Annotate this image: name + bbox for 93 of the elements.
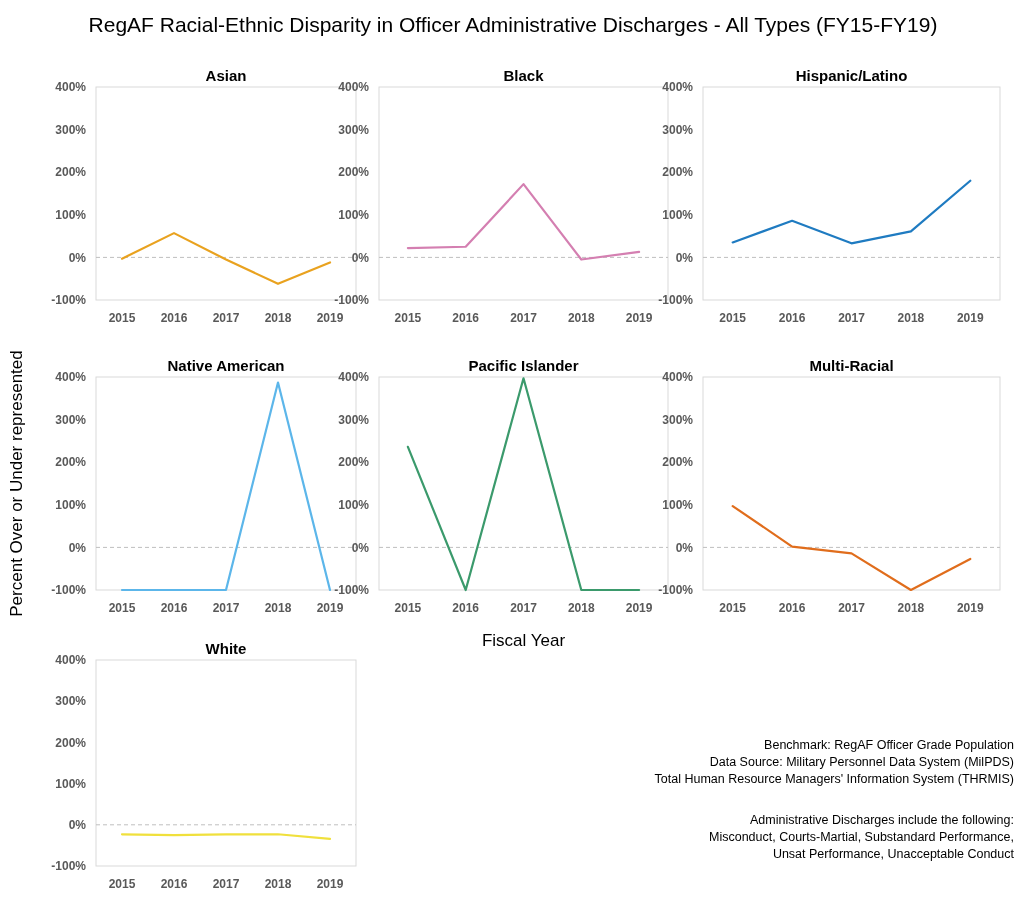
x-tick-label: 2019: [316, 601, 344, 615]
y-tick-label: 0%: [68, 250, 87, 265]
y-tick-label: 300%: [55, 694, 87, 709]
x-tick-label: 2017: [510, 311, 538, 325]
y-tick-label: 400%: [662, 80, 694, 95]
text: RegAF Racial-Ethnic Disparity in Officer Administrative Discharges - All Types (FY15-FY19): [88, 13, 938, 36]
x-tick-label: 2018: [897, 601, 925, 615]
y-tick-label: 200%: [662, 165, 694, 180]
y-tick-label: 400%: [662, 370, 694, 385]
x-tick-label: 2015: [719, 311, 747, 325]
y-tick-label: 0%: [351, 540, 370, 555]
y-tick-label: 400%: [338, 370, 370, 385]
y-tick-label: -100%: [658, 293, 694, 308]
y-axis-title: Percent Over or Under represented: [7, 350, 26, 617]
y-tick-label: 400%: [55, 653, 87, 668]
x-tick-label: 2018: [897, 311, 925, 325]
x-tick-label: 2017: [838, 601, 866, 615]
y-tick-label: 100%: [662, 498, 694, 512]
x-tick-label: 2017: [838, 311, 866, 325]
x-tick-label: 2018: [264, 877, 292, 891]
y-tick-label: -100%: [658, 583, 694, 598]
chart-title: Black: [503, 67, 545, 84]
y-tick-label: 200%: [338, 455, 370, 470]
x-axis-title: Fiscal Year: [481, 631, 566, 650]
x-tick-label: 2015: [108, 601, 136, 615]
y-tick-label: -100%: [334, 293, 370, 308]
y-tick-label: 100%: [338, 498, 370, 512]
x-tick-label: 2019: [956, 311, 984, 325]
x-tick-label: 2017: [212, 877, 240, 891]
x-tick-label: 2016: [778, 311, 806, 325]
text: Unsat Performance, Unacceptable Conduct: [772, 847, 1015, 861]
x-tick-label: 2017: [510, 601, 538, 615]
y-tick-label: 100%: [338, 208, 370, 222]
text: Administrative Discharges include the following:: [749, 813, 1014, 827]
x-tick-label: 2019: [956, 601, 984, 615]
y-tick-label: 400%: [55, 370, 87, 385]
x-tick-label: 2016: [160, 877, 188, 891]
x-tick-label: 2016: [452, 311, 480, 325]
x-tick-label: 2016: [160, 601, 188, 615]
chart-title: Asian: [205, 67, 247, 84]
x-tick-label: 2018: [264, 311, 292, 325]
y-tick-label: 300%: [662, 412, 694, 427]
y-tick-label: -100%: [51, 583, 87, 598]
x-tick-label: 2017: [212, 311, 240, 325]
x-tick-label: 2019: [625, 601, 653, 615]
x-tick-label: 2015: [394, 311, 422, 325]
chart-title: Multi-Racial: [809, 357, 894, 374]
y-tick-label: 200%: [338, 165, 370, 180]
y-tick-label: 400%: [55, 80, 87, 95]
x-tick-label: 2016: [778, 601, 806, 615]
y-tick-label: 0%: [675, 540, 694, 555]
x-tick-label: 2015: [108, 877, 136, 891]
x-tick-label: 2018: [264, 601, 292, 615]
y-tick-label: 0%: [351, 250, 370, 265]
y-tick-label: 0%: [675, 250, 694, 265]
y-tick-label: 300%: [338, 122, 370, 137]
y-tick-label: 400%: [338, 80, 370, 95]
x-tick-label: 2018: [567, 601, 595, 615]
x-tick-label: 2019: [316, 311, 344, 325]
y-tick-label: 300%: [55, 412, 87, 427]
x-tick-label: 2018: [567, 311, 595, 325]
chart-title: Pacific Islander: [468, 357, 579, 374]
x-tick-label: 2017: [212, 601, 240, 615]
y-tick-label: 100%: [55, 498, 87, 512]
text: Total Human Resource Managers' Information System (THRMIS): [654, 772, 1014, 786]
y-tick-label: 100%: [55, 776, 87, 791]
chart-title: White: [205, 640, 247, 657]
x-tick-label: 2019: [316, 877, 344, 891]
x-tick-label: 2015: [394, 601, 422, 615]
y-tick-label: -100%: [51, 859, 87, 874]
y-tick-label: 0%: [68, 818, 87, 832]
y-tick-label: 100%: [662, 208, 694, 222]
x-tick-label: 2019: [625, 311, 653, 325]
y-tick-label: 200%: [55, 735, 87, 750]
y-tick-label: 300%: [662, 122, 694, 137]
text: Benchmark: RegAF Officer Grade Population: [764, 738, 1015, 752]
x-tick-label: 2016: [452, 601, 480, 615]
x-tick-label: 2015: [108, 311, 136, 325]
chart-title: Hispanic/Latino: [795, 67, 908, 84]
y-tick-label: 200%: [55, 165, 87, 180]
x-tick-label: 2016: [160, 311, 188, 325]
y-tick-label: 200%: [55, 455, 87, 470]
y-tick-label: 200%: [662, 455, 694, 470]
y-tick-label: 300%: [55, 122, 87, 137]
chart-title: Native American: [167, 357, 285, 374]
source-note: Data Source: Military Personnel Data System (MilPDS): [709, 755, 1014, 769]
y-tick-label: 100%: [55, 208, 87, 222]
y-tick-label: 300%: [338, 412, 370, 427]
x-tick-label: 2015: [719, 601, 747, 615]
y-tick-label: 0%: [68, 540, 87, 555]
text: Misconduct, Courts-Martial, Substandard Performance,: [709, 830, 1014, 844]
y-tick-label: -100%: [51, 293, 87, 308]
y-tick-label: -100%: [334, 583, 370, 598]
